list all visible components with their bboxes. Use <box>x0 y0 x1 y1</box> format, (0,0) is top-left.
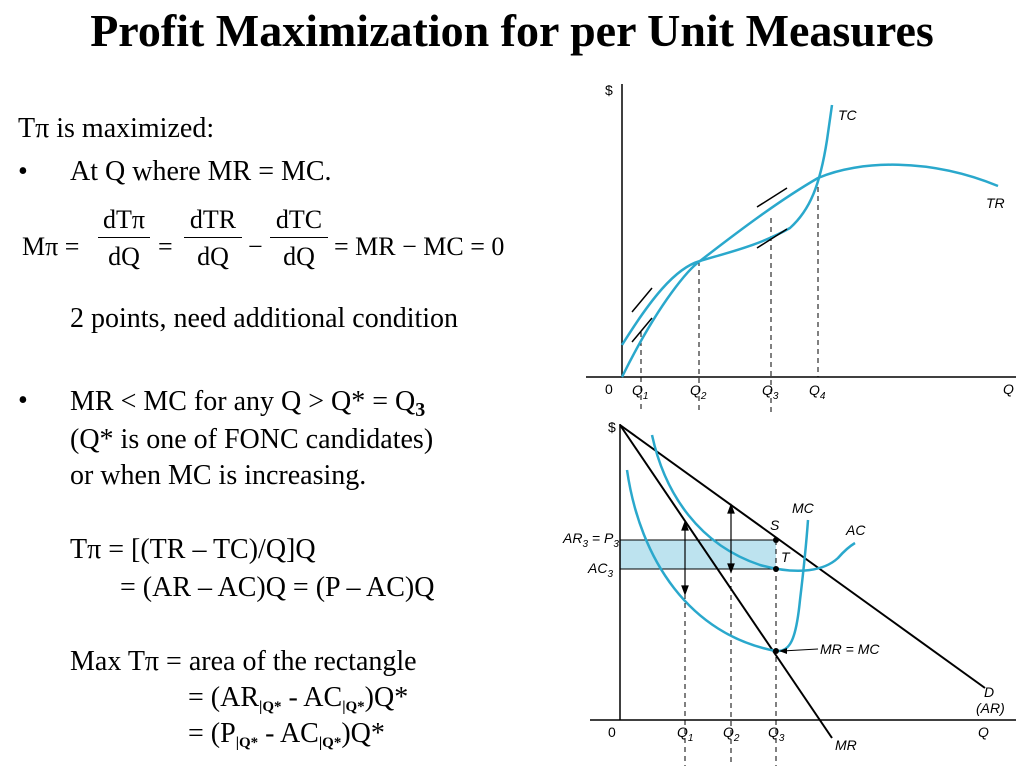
bullet-2-glyph: • <box>18 385 28 416</box>
arrow-q2-up-head <box>727 503 735 514</box>
point-t <box>773 566 779 572</box>
mr-eq-mc-label: MR = MC <box>820 641 880 657</box>
top-tick-q2: Q2 <box>690 382 707 402</box>
arrow-q2-down-head <box>727 563 735 574</box>
tangent-q3-tr <box>756 187 788 208</box>
ac-label: AC <box>845 522 866 538</box>
arrow-q1-up-head <box>681 520 689 531</box>
eq-lhs: Mπ = <box>22 232 80 261</box>
point-s <box>773 537 779 543</box>
note-text: 2 points, need additional condition <box>70 303 459 334</box>
max-l2-part-a: = (AR <box>188 682 260 713</box>
eq-equals: = <box>158 232 173 261</box>
total-profit-line-1: Tπ = [(TR – TC)/Q]Q <box>70 534 316 565</box>
d-label: D <box>984 684 994 700</box>
eq-f2-den: dQ <box>197 242 229 271</box>
max-profit-line-1: Max Tπ = area of the rectangle <box>70 646 417 677</box>
t-label: T <box>781 549 791 565</box>
bullet-1-text: At Q where MR = MC. <box>70 156 332 187</box>
top-chart: $ Q 0 TC TR Q1 Q2 Q3 Q4 <box>586 82 1016 412</box>
top-tick-q4: Q4 <box>809 382 826 402</box>
bullet-2-line-3: or when MC is increasing. <box>70 460 367 491</box>
eq-fraction-1: dTπ dQ <box>98 205 150 272</box>
eq-f3-num: dTC <box>275 205 323 234</box>
subscript-q-star: |Q* <box>235 735 259 751</box>
ar3-p3-label: AR3 = P3 <box>562 530 619 550</box>
tangent-q3-tc <box>756 228 788 249</box>
tc-curve <box>620 104 834 346</box>
top-origin: 0 <box>605 381 613 397</box>
tangent-q1-tc <box>631 317 653 343</box>
bottom-tick-q3: Q3 <box>768 724 785 744</box>
arrow-q1-down-head <box>681 585 689 596</box>
point-mr-mc <box>773 648 779 654</box>
bottom-chart: $ Q 0 AR <box>562 419 1016 766</box>
mc-label: MC <box>792 500 815 516</box>
max-l3-part-c: )Q* <box>341 718 385 749</box>
max-l2-part-c: )Q* <box>364 682 409 713</box>
fraction-bar <box>98 237 150 238</box>
max-l3-part-a: = (P <box>188 718 236 749</box>
ac3-label: AC3 <box>587 560 613 580</box>
bullet-2-sub: 3 <box>415 399 426 421</box>
bottom-y-label: $ <box>608 419 616 435</box>
tr-curve <box>620 163 999 378</box>
subscript-q-star: |Q* <box>342 699 365 715</box>
mr-line <box>619 424 833 739</box>
bullet-2-line-2: (Q* is one of FONC candidates) <box>70 424 434 455</box>
mr-mc-arrowhead <box>779 648 787 654</box>
fraction-bar <box>184 237 242 238</box>
intro-text: Tπ is maximized: <box>18 113 215 144</box>
bottom-origin: 0 <box>608 724 616 740</box>
max-profit-line-2: = (AR|Q* - AC|Q*)Q* <box>188 684 408 715</box>
eq-fraction-3: dTC dQ <box>270 205 328 272</box>
bullet-2-main: MR < MC for any Q > Q* = Q <box>70 386 416 417</box>
ar-label-text: AR <box>562 530 582 546</box>
top-y-label: $ <box>605 82 613 98</box>
ac-curve <box>650 434 856 572</box>
eq-f1-num: dTπ <box>102 205 145 234</box>
tr-label: TR <box>986 195 1005 211</box>
eq-rhs: = MR − MC = 0 <box>334 232 505 261</box>
demand-line <box>619 424 986 689</box>
eq-minus: − <box>248 232 263 261</box>
bottom-x-label: Q <box>978 724 989 740</box>
top-tick-q3: Q3 <box>762 382 779 402</box>
s-label: S <box>770 517 780 533</box>
bullet-1-glyph: • <box>18 156 28 187</box>
mr-mc-pointer <box>781 648 819 652</box>
total-profit-line-2: = (AR – AC)Q = (P – AC)Q <box>120 572 435 603</box>
page-title: Profit Maximization for per Unit Measure… <box>90 5 934 56</box>
ar-subscript: 3 <box>582 539 588 550</box>
eq-f2-num: dTR <box>189 205 237 234</box>
ac3-subscript: 3 <box>607 569 613 580</box>
eq-f3-den: dQ <box>283 242 315 271</box>
top-tick-q1: Q1 <box>632 382 648 402</box>
p-label-text: = P <box>588 530 614 546</box>
tc-label: TC <box>838 107 858 123</box>
max-l2-part-b: - AC <box>281 682 343 713</box>
top-x-label: Q <box>1003 381 1014 397</box>
subscript-q-star: |Q* <box>259 699 282 715</box>
ar-paren-label: (AR) <box>976 700 1005 716</box>
p-subscript: 3 <box>613 539 619 550</box>
fraction-bar <box>270 237 328 238</box>
profit-rectangle <box>620 540 776 569</box>
max-l3-part-b: - AC <box>258 718 319 749</box>
bullet-2-text: MR < MC for any Q > Q* = Q3 <box>70 386 426 421</box>
mr-label: MR <box>835 737 857 753</box>
max-profit-line-3: = (P|Q* - AC|Q*)Q* <box>188 720 385 751</box>
bottom-tick-q1: Q1 <box>677 724 693 744</box>
tangent-q1-tr <box>631 287 653 313</box>
ac3-label-text: AC <box>587 560 608 576</box>
eq-f1-den: dQ <box>108 242 140 271</box>
subscript-q-star: |Q* <box>318 735 342 751</box>
bottom-tick-q2: Q2 <box>723 724 740 744</box>
eq-fraction-2: dTR dQ <box>184 205 242 272</box>
